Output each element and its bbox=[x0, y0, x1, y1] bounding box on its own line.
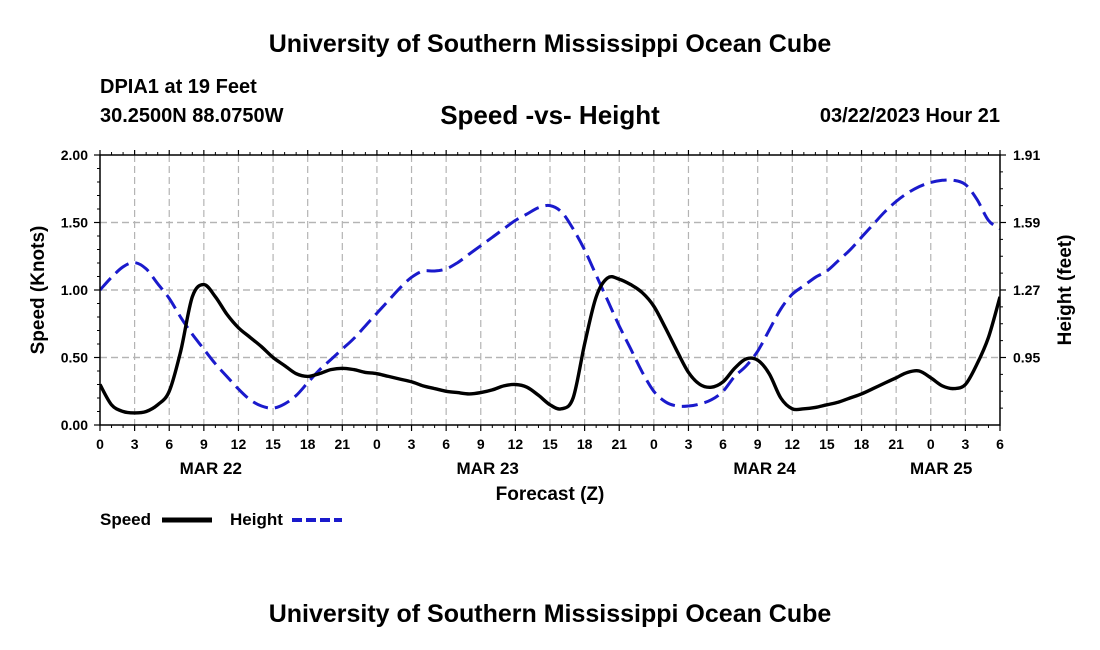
x-tick-label: 18 bbox=[577, 436, 593, 452]
x-tick-label: 3 bbox=[685, 436, 693, 452]
y-tick-label: 2.00 bbox=[61, 147, 88, 163]
series-layer bbox=[100, 178, 1000, 415]
chart-subtitle: Speed -vs- Height bbox=[440, 100, 660, 130]
x-tick-label: 6 bbox=[442, 436, 450, 452]
grid bbox=[100, 155, 1000, 425]
x-tick-label: 0 bbox=[373, 436, 381, 452]
x-tick-label: 12 bbox=[508, 436, 524, 452]
x-tick-label: 6 bbox=[165, 436, 173, 452]
x-tick-label: 15 bbox=[819, 436, 835, 452]
y2-axis-title: Height (feet) bbox=[1055, 235, 1076, 346]
y-axis-title: Speed (Knots) bbox=[28, 226, 49, 355]
x-tick-label: 18 bbox=[854, 436, 870, 452]
x-tick-label: 0 bbox=[96, 436, 104, 452]
x-tick-label: 9 bbox=[477, 436, 485, 452]
chart-title: University of Southern Mississippi Ocean… bbox=[268, 30, 832, 58]
footer-title: University of Southern Mississippi Ocean… bbox=[268, 600, 832, 628]
forecast-datetime: 03/22/2023 Hour 21 bbox=[819, 105, 1000, 127]
date-label: MAR 25 bbox=[910, 459, 972, 478]
y2-tick-label: 1.91 bbox=[1013, 147, 1040, 163]
y-tick-label: 0.00 bbox=[61, 417, 88, 433]
date-label: MAR 22 bbox=[180, 459, 242, 478]
date-label: MAR 23 bbox=[457, 459, 519, 478]
x-tick-label: 12 bbox=[231, 436, 247, 452]
legend-height-label: Height bbox=[230, 510, 283, 529]
y-tick-label: 1.50 bbox=[61, 215, 88, 231]
x-tick-label: 18 bbox=[300, 436, 316, 452]
y-tick-label: 0.50 bbox=[61, 350, 88, 366]
station-label: DPIA1 at 19 Feet bbox=[100, 76, 257, 98]
x-tick-label: 9 bbox=[754, 436, 762, 452]
x-tick-label: 12 bbox=[785, 436, 801, 452]
height-series-line bbox=[100, 178, 1000, 410]
x-tick-label: 3 bbox=[408, 436, 416, 452]
y2-tick-label: 1.27 bbox=[1013, 282, 1040, 298]
axes bbox=[94, 150, 1006, 431]
coordinates-label: 30.2500N 88.0750W bbox=[100, 105, 284, 127]
x-tick-label: 3 bbox=[131, 436, 139, 452]
x-tick-label: 21 bbox=[611, 436, 627, 452]
x-tick-label: 21 bbox=[335, 436, 351, 452]
date-label: MAR 24 bbox=[733, 459, 796, 478]
y2-tick-label: 0.95 bbox=[1013, 350, 1040, 366]
x-tick-label: 15 bbox=[265, 436, 281, 452]
x-tick-label: 3 bbox=[961, 436, 969, 452]
legend-speed-label: Speed bbox=[100, 510, 152, 529]
x-tick-label: 15 bbox=[542, 436, 558, 452]
x-tick-label: 6 bbox=[996, 436, 1004, 452]
x-tick-label: 9 bbox=[200, 436, 208, 452]
x-tick-label: 21 bbox=[888, 436, 904, 452]
x-axis-title: Forecast (Z) bbox=[496, 484, 605, 505]
x-tick-label: 6 bbox=[719, 436, 727, 452]
axis-labels: Forecast (Z) Speed (Knots) Height (feet)… bbox=[28, 147, 1076, 505]
y-tick-label: 1.00 bbox=[61, 282, 88, 298]
y2-tick-label: 1.59 bbox=[1013, 215, 1040, 231]
x-tick-label: 0 bbox=[650, 436, 658, 452]
speed-series-line bbox=[100, 274, 1000, 415]
x-tick-label: 0 bbox=[927, 436, 935, 452]
